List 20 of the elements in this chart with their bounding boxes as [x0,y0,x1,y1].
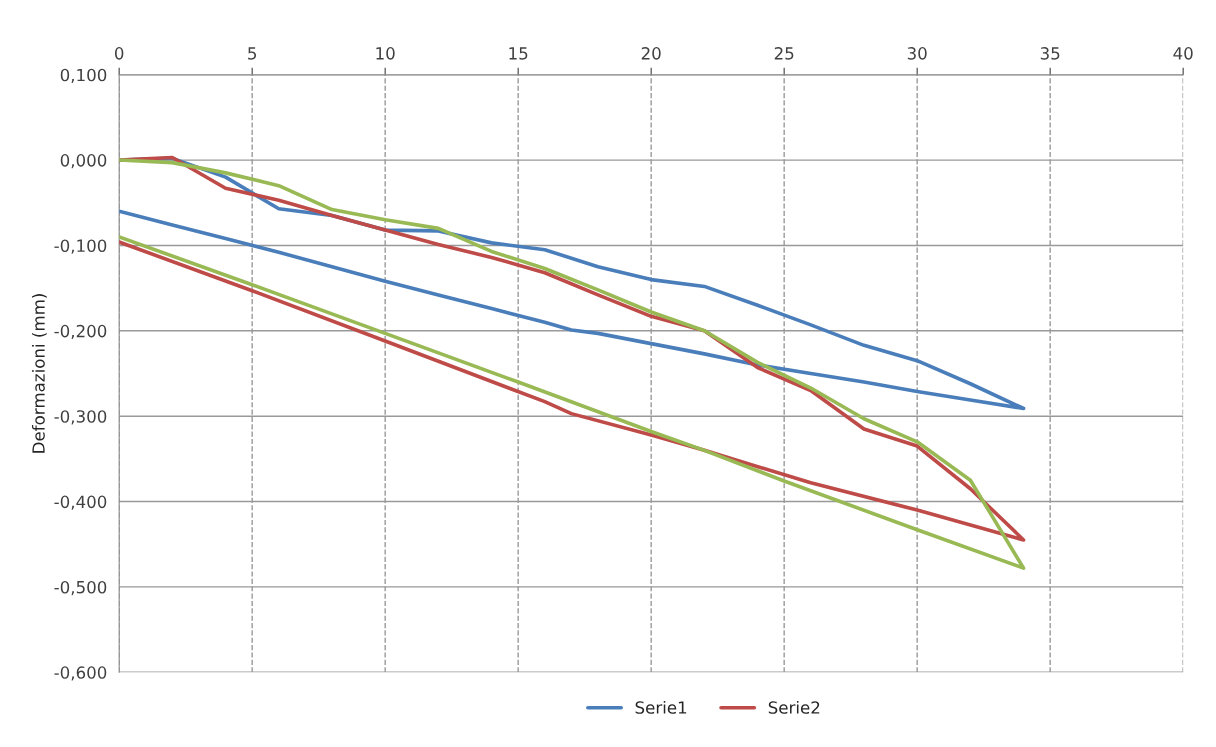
x-tick-label: 30 [907,47,927,60]
y-tick-label: -0,300 [54,410,107,425]
x-tick-label: 35 [1040,47,1060,60]
x-tick-label: 0 [114,47,124,60]
legend-label: Serie2 [768,700,820,714]
y-tick-label: -0,600 [54,666,107,681]
y-tick-label: 0,000 [60,154,107,169]
y-tick-label: 0,100 [60,68,107,83]
y-tick-label: -0,100 [54,239,107,254]
x-tick-label: 20 [641,47,661,60]
x-tick-label: 25 [774,47,794,60]
x-tick-label: 5 [248,47,257,60]
legend-label: Serie1 [635,700,687,714]
y-tick-label: -0,400 [54,495,107,510]
y-tick-label: -0,500 [54,580,107,596]
x-tick-label: 15 [509,47,528,60]
y-tick-label: -0,200 [54,324,107,340]
x-tick-label: 40 [1173,47,1193,60]
y-axis-title: Deformazioni (mm) [31,294,47,453]
x-tick-label: 10 [376,47,395,60]
